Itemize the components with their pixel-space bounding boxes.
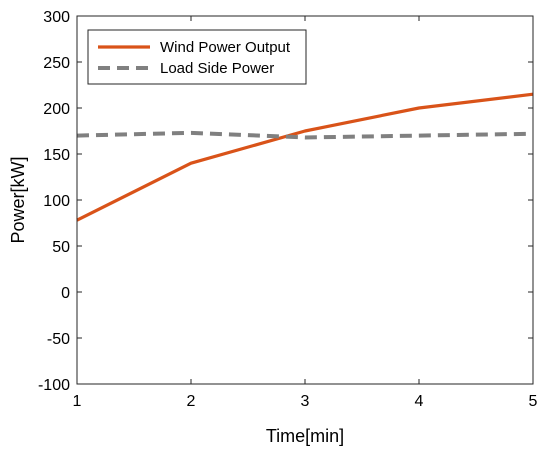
y-tick-label: 150 [43, 147, 70, 164]
legend-label-wind-power-output: Wind Power Output [160, 39, 291, 56]
x-tick-label: 4 [415, 393, 424, 410]
y-tick-label: 100 [43, 193, 70, 210]
legend: Wind Power Output Load Side Power [87, 29, 307, 85]
y-tick-label: 0 [61, 285, 70, 302]
x-tick-label: 2 [187, 393, 196, 410]
x-tick-label: 3 [301, 393, 310, 410]
x-axis-title: Time[min] [266, 426, 344, 446]
legend-label-load-side-power: Load Side Power [160, 60, 274, 77]
y-tick-label: 300 [43, 9, 70, 26]
y-tick-label: -100 [38, 377, 70, 394]
y-tick-label: -50 [47, 331, 70, 348]
ticks-layer: 1 2 3 4 5 -100 -50 0 50 100 150 200 250 300 [38, 9, 538, 410]
x-tick-label: 1 [73, 393, 82, 410]
y-tick-label: 250 [43, 55, 70, 72]
y-axis-title: Power[kW] [8, 156, 28, 243]
legend-box [87, 29, 307, 85]
x-tick-label: 5 [529, 393, 538, 410]
y-tick-label: 200 [43, 101, 70, 118]
y-tick-label: 50 [52, 239, 70, 256]
